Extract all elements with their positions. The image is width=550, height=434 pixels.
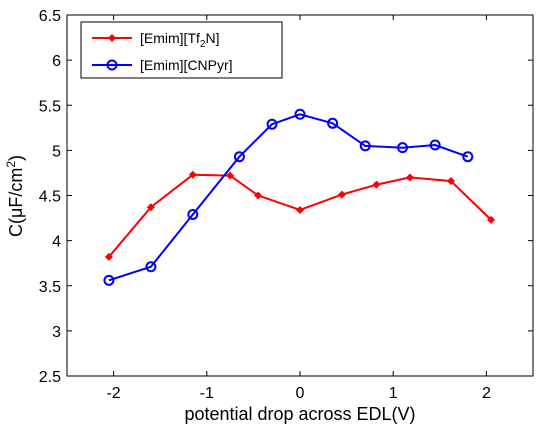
data-point — [145, 261, 157, 273]
x-tick-label: 0 — [296, 385, 305, 402]
y-tick-label: 2.5 — [39, 369, 61, 386]
data-point — [327, 117, 339, 129]
data-point — [104, 252, 113, 261]
series-layer — [103, 108, 496, 286]
data-point — [446, 177, 455, 186]
data-point — [405, 173, 414, 182]
y-tick-label: 5 — [52, 143, 61, 160]
series-line — [108, 113, 469, 282]
legend-marker-1 — [106, 59, 118, 71]
legend-label-1: [Emim][CNPyr] — [140, 57, 233, 73]
y-tick-label: 3 — [52, 324, 61, 341]
x-axis-title: potential drop across EDL(V) — [184, 404, 415, 424]
y-tick-label: 6 — [52, 53, 61, 70]
data-point — [337, 190, 346, 199]
legend: [Emim][Tf2N] [Emim][CNPyr] — [80, 21, 283, 79]
x-axis: -2 -1 0 1 2 — [106, 15, 491, 402]
data-point — [462, 151, 474, 163]
data-point — [359, 140, 371, 152]
data-point — [146, 203, 155, 212]
y-axis-title: C(μF/cm2) — [4, 155, 26, 237]
x-tick-label: -1 — [200, 385, 214, 402]
data-point — [103, 274, 115, 286]
y-tick-label: 6.5 — [39, 8, 61, 25]
series-0 — [104, 170, 496, 261]
data-point — [429, 139, 441, 151]
y-tick-label: 4.5 — [39, 189, 61, 206]
data-point — [233, 151, 245, 163]
series-1 — [103, 108, 474, 286]
data-point — [296, 205, 304, 214]
data-point — [266, 118, 278, 130]
x-tick-label: -2 — [106, 385, 120, 402]
data-point — [294, 108, 306, 120]
y-tick-label: 4 — [52, 234, 61, 251]
legend-marker-0 — [108, 34, 116, 42]
data-point — [397, 142, 409, 154]
data-point — [188, 170, 197, 179]
y-tick-label: 3.5 — [39, 279, 61, 296]
data-point — [187, 208, 199, 220]
y-axis: 2.5 3 3.5 4 4.5 5 5.5 6 6.5 — [39, 8, 533, 386]
x-tick-label: 2 — [482, 385, 491, 402]
data-point — [226, 171, 235, 180]
data-point — [254, 191, 263, 200]
x-tick-label: 1 — [389, 385, 398, 402]
y-tick-label: 5.5 — [39, 98, 61, 115]
legend-label-0: [Emim][Tf2N] — [140, 30, 219, 50]
data-point — [372, 180, 381, 189]
data-point — [487, 215, 496, 224]
